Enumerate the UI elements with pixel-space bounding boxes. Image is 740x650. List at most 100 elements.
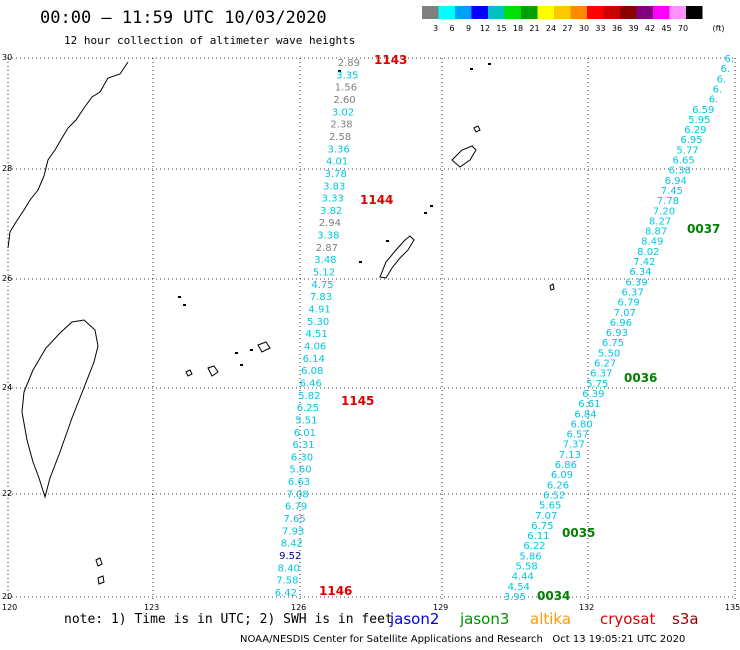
swh-value: 7.65 — [284, 514, 306, 525]
swh-value: 6.75 — [602, 338, 624, 349]
legend-label: 45 — [661, 24, 671, 33]
island-dot — [235, 352, 238, 354]
pass-label: 1146 — [319, 584, 352, 598]
swh-value: 6. — [713, 84, 723, 95]
swh-value: 6.39 — [625, 277, 647, 288]
legend-swatch — [537, 6, 554, 19]
swh-value: 8.40 — [278, 563, 300, 574]
swh-value: 8.42 — [281, 539, 303, 550]
lon-label-135: 135 — [725, 603, 740, 612]
swh-value: 6.34 — [629, 267, 651, 278]
swh-value: 3.35 — [336, 70, 358, 81]
swh-value: 4.06 — [304, 341, 326, 352]
swh-value: 8.02 — [637, 247, 659, 258]
lat-label-28: 28 — [2, 164, 13, 173]
lanyu-coast — [95, 557, 103, 567]
island-dot — [240, 364, 243, 366]
swh-value: 6.42 — [275, 588, 297, 599]
swh-value: 8.87 — [645, 227, 667, 238]
legend-swatch — [488, 6, 505, 19]
swh-value: 6.79 — [618, 298, 640, 309]
legend-swatch — [438, 6, 455, 19]
swh-value: 6.84 — [574, 409, 596, 420]
swh-value: 6.30 — [291, 452, 313, 463]
island-dot — [424, 212, 427, 214]
legend-label: 24 — [546, 24, 556, 33]
swh-value: 3.78 — [325, 169, 347, 180]
swh-value: 3.48 — [314, 255, 336, 266]
swh-value: 5.12 — [313, 268, 335, 279]
swh-value: 2.38 — [330, 120, 352, 131]
swh-value: 2.60 — [333, 95, 355, 106]
daito-coast — [549, 283, 555, 291]
amami-coast — [451, 145, 477, 168]
island-dot — [183, 304, 186, 306]
swh-value: 5.50 — [598, 348, 620, 359]
swh-value: 6.61 — [578, 399, 600, 410]
swh-value: 6.93 — [606, 328, 628, 339]
swh-value: 6.09 — [551, 470, 573, 481]
swh-value: 7.13 — [559, 450, 581, 461]
legend-label: 33 — [595, 24, 605, 33]
swh-value: 5.86 — [519, 551, 541, 562]
footer-credit: NOAA/NESDIS Center for Satellite Applica… — [240, 634, 686, 645]
legend-label: 9 — [466, 24, 471, 33]
swh-value: 4.44 — [512, 572, 534, 583]
swh-value: 6. — [724, 54, 734, 65]
swh-value: 5.75 — [586, 379, 608, 390]
ishigaki-coast — [207, 365, 219, 377]
lon-label-132: 132 — [579, 603, 595, 612]
swh-value: 6.39 — [582, 389, 604, 400]
map-subtitle: 12 hour collection of altimeter wave hei… — [64, 34, 356, 47]
satellite-altika: altika — [530, 610, 572, 628]
swh-value: 5.51 — [295, 415, 317, 426]
legend-label: 39 — [628, 24, 638, 33]
legend-label: 12 — [480, 24, 490, 33]
swh-value: 2.58 — [329, 132, 351, 143]
legend-label: 30 — [579, 24, 589, 33]
swh-value: 6.80 — [570, 419, 592, 430]
swh-value: 7.58 — [276, 576, 298, 587]
legend-label: 15 — [496, 24, 506, 33]
pass-label: 0036 — [624, 371, 657, 385]
swh-value: 5.65 — [539, 501, 561, 512]
swh-value: 3.82 — [320, 206, 342, 217]
swh-value: 1.56 — [335, 83, 357, 94]
island-dot — [178, 296, 181, 298]
legend-label: 36 — [612, 24, 622, 33]
swh-value: 6.08 — [301, 366, 323, 377]
island-dot — [386, 240, 389, 242]
swh-value: 2.87 — [316, 243, 338, 254]
legend-unit: (ft) — [712, 24, 724, 33]
swh-value: 5.82 — [298, 391, 320, 402]
swh-value: 6.29 — [684, 125, 706, 136]
swh-value: 2.94 — [319, 218, 341, 229]
swh-value: 6. — [717, 74, 727, 85]
legend-swatch — [554, 6, 571, 19]
legend-swatch — [570, 6, 587, 19]
swh-value: 3.38 — [317, 231, 339, 242]
swh-value: 4.75 — [311, 280, 333, 291]
swh-value: 7.07 — [614, 308, 636, 319]
swh-value: 3.33 — [322, 194, 344, 205]
swh-value: 6.75 — [531, 521, 553, 532]
swh-value: 6.31 — [292, 440, 314, 451]
swh-value: 9.52 — [279, 551, 301, 562]
okinawa-coast — [379, 235, 415, 279]
legend-swatch — [455, 6, 472, 19]
swh-value: 2.89 — [338, 58, 360, 69]
swh-value: 7.83 — [310, 292, 332, 303]
swh-value: 4.01 — [326, 157, 348, 168]
swh-value: 6.25 — [297, 403, 319, 414]
legend-swatch — [422, 6, 439, 19]
swh-value: 6.27 — [594, 359, 616, 370]
swh-value: 3.95 — [504, 592, 526, 603]
island-dot — [430, 205, 433, 207]
yonaguni-coast — [185, 369, 193, 377]
swh-value: 6.14 — [303, 354, 325, 365]
swh-value: 8.27 — [649, 216, 671, 227]
legend-swatch — [686, 6, 703, 19]
island-dot — [338, 70, 341, 72]
swh-value: 5.95 — [688, 115, 710, 126]
